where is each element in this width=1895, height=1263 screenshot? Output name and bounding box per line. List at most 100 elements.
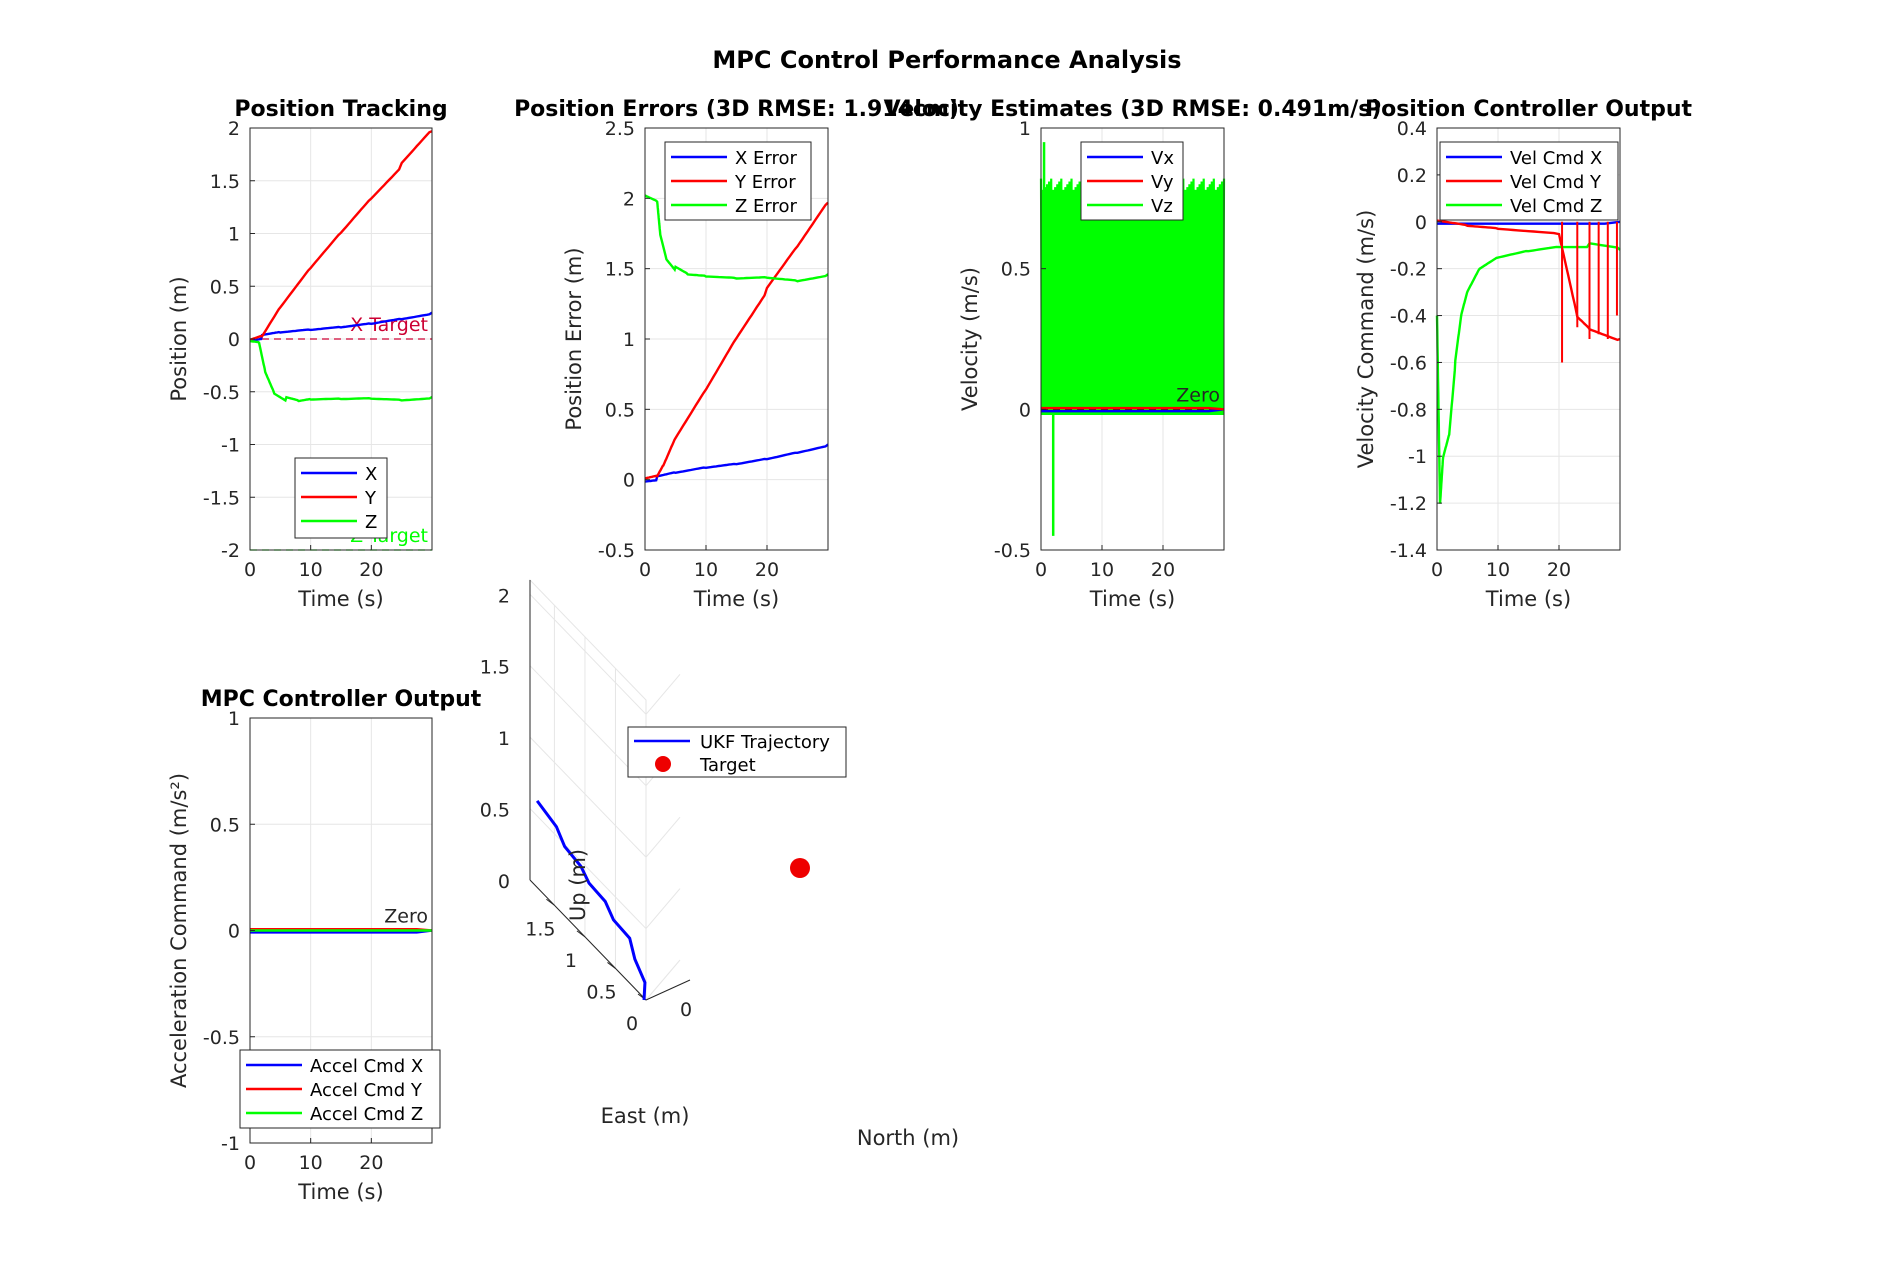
y-tick-label: 0 <box>623 470 635 492</box>
y-tick-label: 1 <box>228 224 240 246</box>
x-axis-label: Time (s) <box>297 587 383 611</box>
y-tick-label: -0.5 <box>203 1027 240 1049</box>
y-tick-label: 1.5 <box>605 259 635 281</box>
y-tick-label: -2 <box>221 540 240 562</box>
y-tick-label: 0.4 <box>1397 118 1427 140</box>
legend-label: Target <box>699 755 756 776</box>
chart-panel-4: 0 10 20 -1.4 -1.2 -1 -0.8 -0.6 -0.4 -0.2 0 0.2 0.4 Ti… <box>1354 97 1693 611</box>
series-line-accel-cmd-x <box>250 929 433 934</box>
legend-label: Vel Cmd X <box>1510 148 1602 169</box>
trajectory-line <box>535 800 647 1001</box>
x-tick-label: 10 <box>299 1152 323 1174</box>
chart-title: Position Errors (3D RMSE: 1.914cm) <box>514 97 959 122</box>
chart-title: Position Tracking <box>234 97 447 122</box>
x-tick-label: 10 <box>694 559 718 581</box>
figure-title: MPC Control Performance Analysis <box>712 46 1181 74</box>
x-axis-label: Time (s) <box>693 587 779 611</box>
y-tick-label: 1.5 <box>210 171 240 193</box>
legend: Vel Cmd X Vel Cmd Y Vel Cmd Z <box>1439 141 1619 221</box>
y-tick-label: -0.4 <box>1390 306 1427 328</box>
legend-label: UKF Trajectory <box>700 732 830 753</box>
y-tick-label: 1 <box>623 329 635 351</box>
y-tick-label: 2.5 <box>605 118 635 140</box>
y-tick-label: 0 <box>228 329 240 351</box>
series-line-y-error <box>644 201 829 480</box>
x-tick-label: 20 <box>1547 559 1571 581</box>
up-tick-label: 0.5 <box>480 800 510 822</box>
legend-label: Vel Cmd Z <box>1510 196 1602 217</box>
reference-label: Zero <box>384 906 428 928</box>
up-axis-label: Up (m) <box>566 849 590 921</box>
chart-title: Position Controller Output <box>1365 97 1693 122</box>
chart-panel-5: Zero 0 10 20 -1 -0.5 0 0.5 1 Time (s) Acceleration… <box>167 687 482 1204</box>
series-line-vy <box>1041 406 1225 411</box>
reference-label: Zero <box>1176 384 1220 406</box>
y-tick-label: 0.5 <box>210 814 240 836</box>
y-axis-label: Position (m) <box>167 276 191 401</box>
y-tick-label: -0.5 <box>598 540 635 562</box>
x-axis-label: Time (s) <box>1485 587 1571 611</box>
north-tick-label: 0 <box>680 999 692 1021</box>
series-line-x-error <box>644 443 829 483</box>
y-tick-label: -0.8 <box>1390 399 1427 421</box>
x-tick-label: 10 <box>299 559 323 581</box>
series-line-z-error <box>644 194 829 283</box>
series-line-y <box>249 130 433 341</box>
y-tick-label: 0 <box>228 921 240 943</box>
velocity-band-fill <box>1041 189 1224 415</box>
x-axis-label: Time (s) <box>297 1180 383 1204</box>
grid-line-up-side <box>645 888 681 929</box>
up-tick-label: 2 <box>498 585 510 607</box>
legend: Accel Cmd X Accel Cmd Y Accel Cmd Z <box>239 1049 441 1129</box>
axes-box <box>1040 127 1225 551</box>
x-tick-label: 20 <box>359 559 383 581</box>
legend-label: Vel Cmd Y <box>1510 172 1602 193</box>
legend-label: Vx <box>1151 148 1174 169</box>
y-tick-label: -1.2 <box>1390 493 1427 515</box>
legend-label: Z Error <box>735 196 798 217</box>
series-line-x <box>249 311 433 343</box>
y-tick-label: -1.4 <box>1390 540 1427 562</box>
series-line-vel-cmd-z <box>1435 241 1621 504</box>
legend: XYZ <box>294 457 388 539</box>
y-axis-label: Position Error (m) <box>562 247 586 430</box>
legend-label: Accel Cmd X <box>310 1056 423 1077</box>
y-tick-label: 1 <box>1019 118 1031 140</box>
x-tick-label: 20 <box>755 559 779 581</box>
east-tick-label: 0.5 <box>586 981 616 1003</box>
up-tick-label: 1.5 <box>480 657 510 679</box>
series-line-z <box>249 339 433 403</box>
y-tick-label: 0.5 <box>605 399 635 421</box>
legend-label: Accel Cmd Y <box>310 1080 423 1101</box>
east-tick-label: 1 <box>565 950 577 972</box>
target-marker <box>790 858 810 878</box>
north-axis-label: North (m) <box>857 1126 959 1150</box>
y-tick-label: -1.5 <box>203 487 240 509</box>
y-axis-label: Velocity (m/s) <box>958 267 982 411</box>
legend: Vx Vy Vz <box>1080 141 1184 221</box>
legend-label: Accel Cmd Z <box>310 1104 423 1125</box>
x-tick-label: 10 <box>1090 559 1114 581</box>
chart-panel-3d: 0 0.5 1 1.5 2 0 0.5 1 1.5 0 East (m) North (m) Up (m… <box>480 578 959 1150</box>
axes-box <box>1436 127 1621 551</box>
y-tick-label: 2 <box>623 188 635 210</box>
y-tick-label: 2 <box>228 118 240 140</box>
y-tick-label: -0.6 <box>1390 352 1427 374</box>
chart-title: MPC Controller Output <box>201 687 482 712</box>
east-axis <box>529 879 647 1001</box>
grid-line-up <box>529 808 647 929</box>
legend-label: Z <box>365 512 377 533</box>
series-line-accel-cmd-y <box>250 928 433 932</box>
grid-line-up <box>529 665 647 787</box>
grid-line-up-side <box>645 673 681 715</box>
y-tick-label: -0.5 <box>994 540 1031 562</box>
y-tick-label: -1 <box>221 1133 240 1155</box>
legend-label: Y <box>364 488 377 509</box>
y-tick-label: 0 <box>1415 212 1427 234</box>
x-tick-label: 0 <box>244 1152 256 1174</box>
reference-label: X Target <box>350 314 428 336</box>
